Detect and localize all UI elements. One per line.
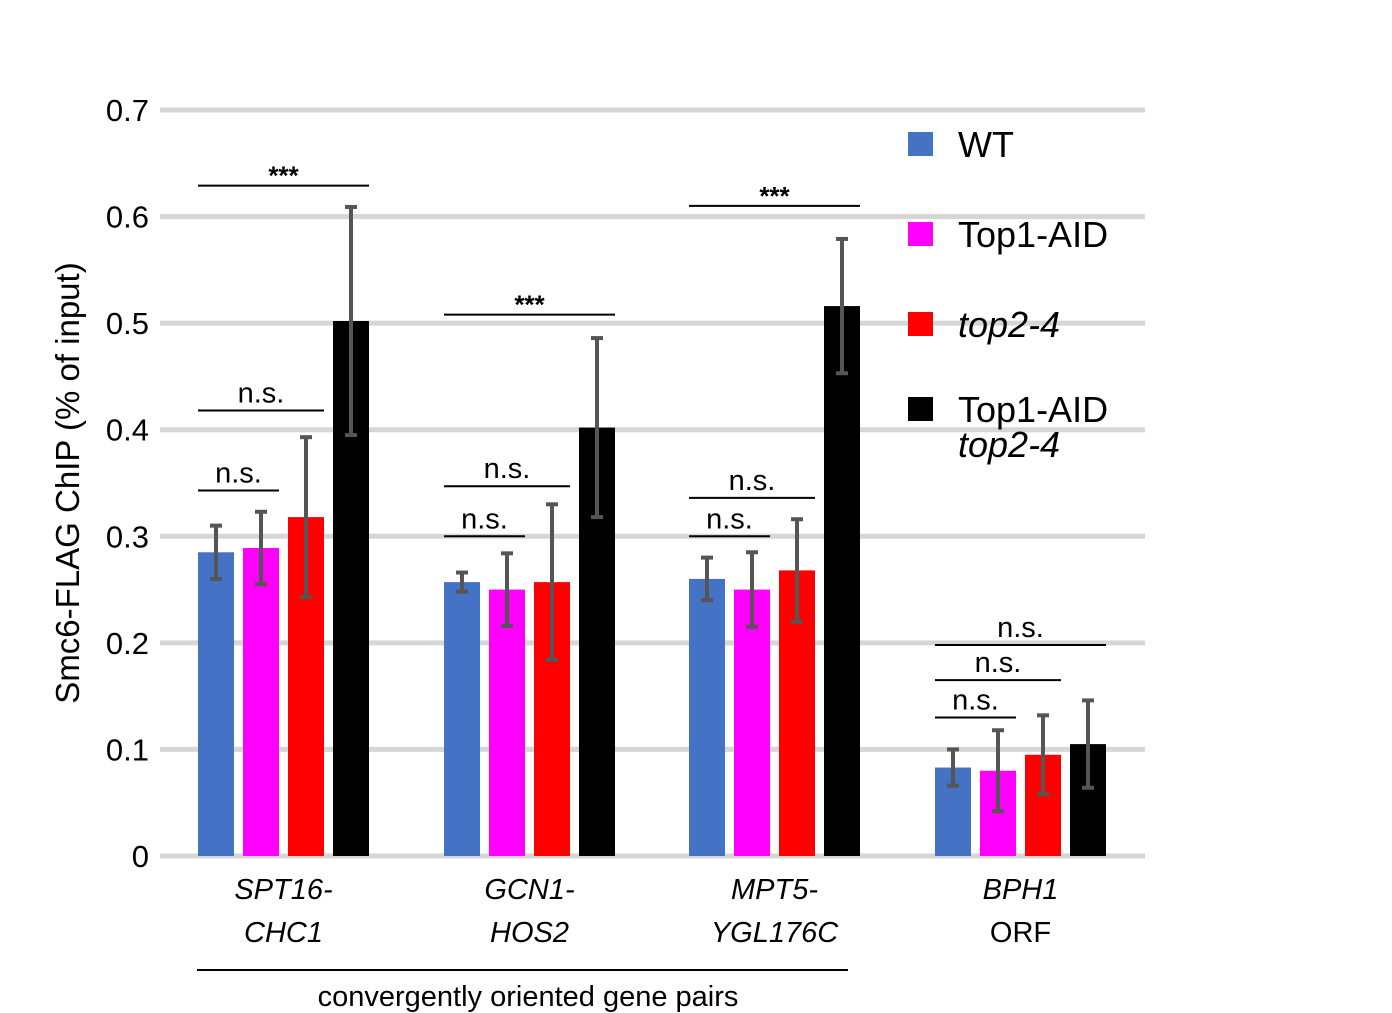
category-label: GCN1-	[484, 874, 574, 906]
category-label: MPT5-	[731, 874, 818, 906]
y-axis-label: Smc6-FLAG ChIP (% of input)	[49, 262, 86, 703]
bar	[824, 306, 860, 856]
y-axis-ticks: 0 0.1 0.2 0.3 0.4 0.5 0.6 0.7	[106, 93, 149, 874]
y-tick-label: 0.5	[106, 306, 149, 341]
significance-label: ***	[268, 161, 299, 191]
bar	[689, 578, 725, 856]
y-tick-label: 0.2	[106, 626, 149, 661]
category-label: BPH1	[983, 874, 1059, 906]
significance-label: ***	[759, 181, 790, 211]
y-tick-label: 0.1	[106, 732, 149, 767]
significance-label: n.s.	[215, 457, 262, 489]
significance-label: n.s.	[238, 378, 285, 410]
bar	[444, 582, 480, 856]
category-label: HOS2	[490, 917, 569, 949]
y-tick-label: 0.4	[106, 413, 149, 448]
category-label: CHC1	[244, 917, 323, 949]
significance-label: n.s.	[997, 612, 1044, 644]
legend-label: top2-4	[958, 424, 1060, 465]
significance-label: n.s.	[975, 647, 1022, 679]
bars	[198, 306, 1106, 856]
legend-swatch	[908, 397, 933, 421]
legend-label: Top1-AID	[958, 389, 1108, 430]
legend-swatch	[908, 312, 933, 336]
error-bars	[210, 204, 1094, 814]
category-label: ORF	[990, 917, 1051, 949]
bar	[198, 552, 234, 856]
legend-swatch	[908, 222, 933, 246]
bar	[243, 548, 279, 856]
x-axis-categories: SPT16- CHC1 GCN1- HOS2 MPT5- YGL176C BPH1 ORF	[234, 874, 1058, 949]
category-label: YGL176C	[711, 917, 839, 949]
significance-label: n.s.	[729, 465, 776, 497]
bar	[489, 589, 525, 856]
significance-label: ***	[514, 290, 545, 320]
legend-label: Top1-AID	[958, 214, 1108, 255]
bar	[734, 589, 770, 856]
significance-brackets: n.s.n.s.***n.s.n.s.***n.s.n.s.***n.s.n.s…	[198, 161, 1106, 719]
category-label: SPT16-	[234, 874, 332, 906]
y-tick-label: 0.6	[106, 200, 149, 235]
gridlines	[160, 107, 1145, 859]
legend-label: top2-4	[958, 304, 1060, 345]
legend-swatch	[908, 132, 933, 156]
significance-label: n.s.	[461, 503, 508, 535]
significance-label: n.s.	[952, 684, 999, 716]
y-tick-label: 0.3	[106, 519, 149, 554]
group-label: convergently oriented gene pairs	[318, 981, 739, 1013]
y-tick-label: 0	[132, 839, 149, 874]
significance-label: n.s.	[706, 503, 753, 535]
y-tick-label: 0.7	[106, 93, 149, 128]
significance-label: n.s.	[484, 453, 531, 485]
legend-label: WT	[958, 124, 1014, 165]
